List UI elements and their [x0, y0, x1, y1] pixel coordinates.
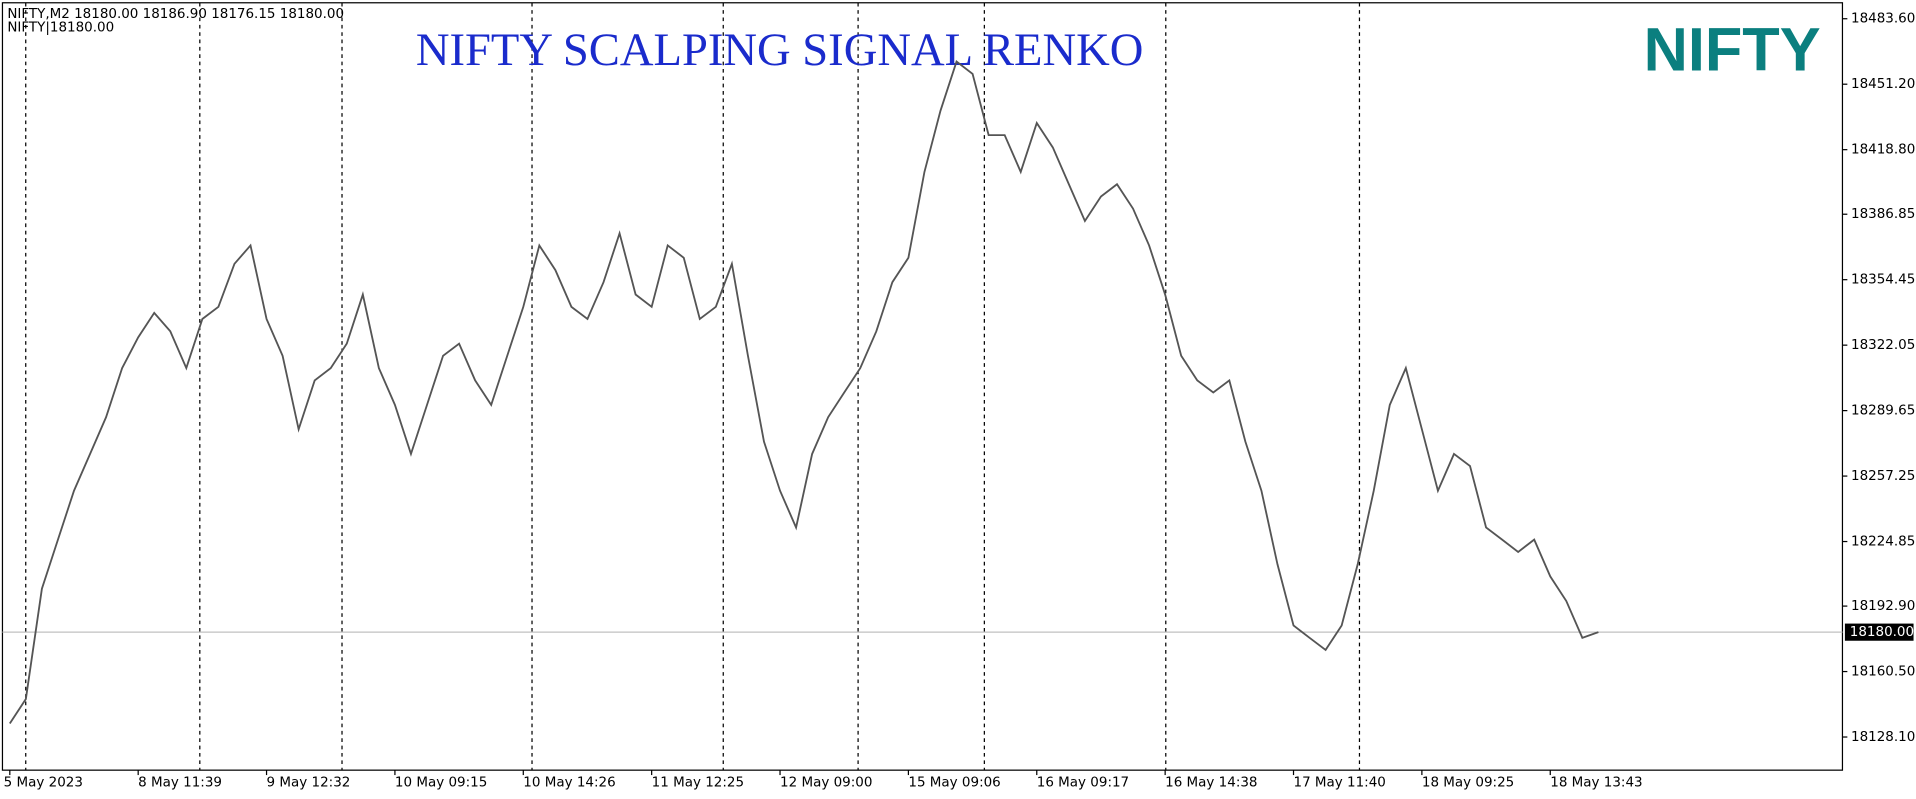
y-tick-label: 18418.80: [1851, 142, 1915, 158]
y-tick-label: 18289.65: [1851, 403, 1915, 419]
plot-frame: [1, 2, 1844, 771]
y-tick-label: 18451.20: [1851, 76, 1915, 92]
x-tick-label: 16 May 09:17: [1037, 774, 1129, 790]
x-tick-label: 11 May 12:25: [652, 774, 744, 790]
price-line: [9, 60, 1599, 724]
y-tick-label: 18322.05: [1851, 337, 1915, 353]
x-tick-label: 17 May 11:40: [1294, 774, 1386, 790]
y-tick-label: 18224.85: [1851, 534, 1915, 550]
y-tick-label: 18483.60: [1851, 11, 1915, 27]
x-tick-label: 16 May 14:38: [1165, 774, 1257, 790]
x-tick-label: 9 May 12:32: [267, 774, 351, 790]
y-tick-label: 18128.10: [1851, 729, 1915, 745]
x-tick-label: 15 May 09:06: [908, 774, 1000, 790]
logo: NIFTY: [1644, 15, 1821, 83]
x-tick-label: 5 May 2023: [4, 774, 83, 790]
y-tick-label: 18192.90: [1851, 598, 1915, 614]
y-tick-label: 18386.85: [1851, 206, 1915, 222]
y-tick-label: 18160.50: [1851, 664, 1915, 680]
y-tick-label: 18257.25: [1851, 468, 1915, 484]
x-tick-label: 10 May 14:26: [523, 774, 615, 790]
y-tick-label: 18354.45: [1851, 272, 1915, 288]
info-line: NIFTY,M2 18180.00 18186.90 18176.15 1818…: [7, 6, 344, 22]
x-tick-label: 10 May 09:15: [395, 774, 487, 790]
x-tick-label: 12 May 09:00: [780, 774, 872, 790]
x-tick-label: 18 May 13:43: [1550, 774, 1642, 790]
bid-label: 18180.00: [1850, 624, 1914, 640]
bid-label-box: [1844, 623, 1914, 641]
info-line-2: NIFTY|18180.00: [7, 19, 114, 35]
x-tick-label: 18 May 09:25: [1422, 774, 1514, 790]
chart-title: NIFTY SCALPING SIGNAL RENKO: [416, 24, 1144, 76]
day-separators: [25, 2, 1361, 771]
x-tick-label: 8 May 11:39: [138, 774, 222, 790]
